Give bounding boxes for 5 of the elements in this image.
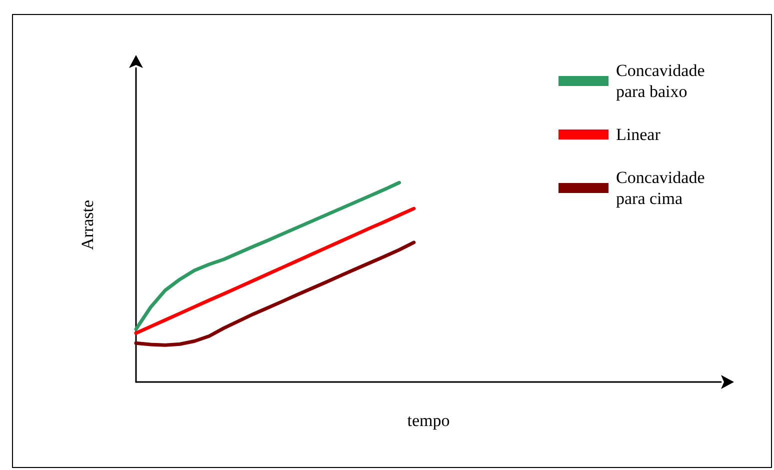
y-axis-title: Arraste <box>78 200 97 250</box>
legend-label: Concavidade para cima <box>616 168 709 208</box>
legend-label: Concavidade para baixo <box>616 61 709 101</box>
x-axis-title: tempo <box>407 411 450 430</box>
legend-label: Linear <box>616 125 661 144</box>
